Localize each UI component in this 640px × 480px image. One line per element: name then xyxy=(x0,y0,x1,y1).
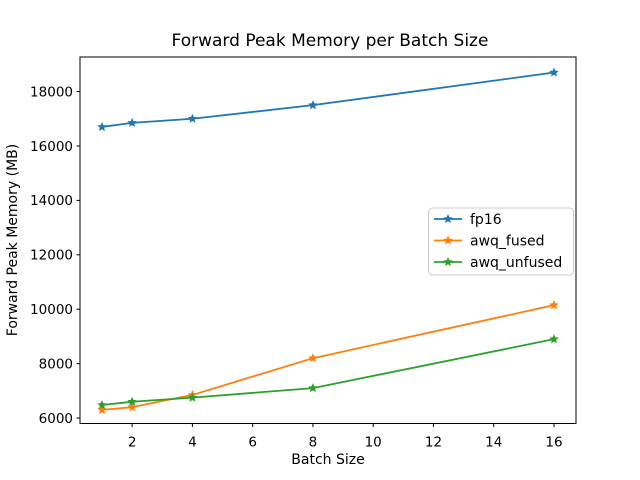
y-tick-label: 6000 xyxy=(39,411,73,427)
y-axis-ticks: 6000 8000 10000 12000 14000 16000 18000 xyxy=(30,84,80,427)
star-marker-icon xyxy=(187,113,198,123)
y-tick-label: 8000 xyxy=(39,356,73,372)
plot-frame xyxy=(79,56,577,424)
legend-box xyxy=(428,207,574,276)
x-tick-label: 4 xyxy=(188,435,197,451)
series-line xyxy=(101,338,555,406)
y-axis-label: Forward Peak Memory (MB) xyxy=(5,144,21,336)
star-marker-icon xyxy=(549,67,559,77)
chart-title: Forward Peak Memory per Batch Size xyxy=(172,31,489,51)
star-marker-icon xyxy=(549,334,559,344)
star-marker-icon xyxy=(97,121,107,131)
y-tick-label: 18000 xyxy=(30,84,73,100)
star-marker-icon xyxy=(97,404,107,414)
x-tick-label: 12 xyxy=(425,435,442,451)
x-axis-label: Batch Size xyxy=(291,452,364,468)
legend-item-awq-unfused: awq_unfused xyxy=(434,255,562,271)
plot-area: 2 4 6 8 10 12 14 16 6000 8000 10000 12000 14000 16000… xyxy=(30,67,563,451)
series-fp16 xyxy=(97,67,559,131)
legend: fp16 awq_fused awq_unfused xyxy=(428,207,574,276)
x-tick-label: 2 xyxy=(128,435,137,451)
series-line xyxy=(101,71,555,128)
star-marker-icon xyxy=(127,402,137,412)
legend-item-awq-fused: awq_fused xyxy=(434,234,545,250)
legend-item-fp16: fp16 xyxy=(434,212,502,228)
legend-label: fp16 xyxy=(470,212,502,228)
legend-label: awq_unfused xyxy=(470,255,562,271)
x-tick-label: 6 xyxy=(248,435,257,451)
x-tick-label: 14 xyxy=(485,435,502,451)
star-marker-icon xyxy=(187,392,198,402)
x-tick-label: 8 xyxy=(309,435,318,451)
y-tick-label: 12000 xyxy=(30,248,73,264)
star-marker-icon xyxy=(443,235,453,245)
x-tick-label: 10 xyxy=(365,435,382,451)
star-marker-icon xyxy=(308,353,318,363)
legend-label: awq_fused xyxy=(470,234,545,250)
star-marker-icon xyxy=(127,396,137,406)
series-line xyxy=(101,304,555,411)
x-tick-label: 16 xyxy=(545,435,562,451)
x-axis-ticks: 2 4 6 8 10 12 14 16 xyxy=(128,423,563,451)
star-marker-icon xyxy=(549,300,559,310)
star-marker-icon xyxy=(97,400,107,410)
star-marker-icon xyxy=(308,100,318,110)
series-awq_fused xyxy=(97,300,559,414)
star-marker-icon xyxy=(443,257,453,267)
series-awq_unfused xyxy=(97,334,559,410)
star-marker-icon xyxy=(308,383,318,393)
y-tick-label: 16000 xyxy=(30,139,73,155)
star-marker-icon xyxy=(127,117,137,127)
y-tick-label: 10000 xyxy=(30,302,73,318)
y-tick-label: 14000 xyxy=(30,193,73,209)
star-marker-icon xyxy=(443,214,453,224)
